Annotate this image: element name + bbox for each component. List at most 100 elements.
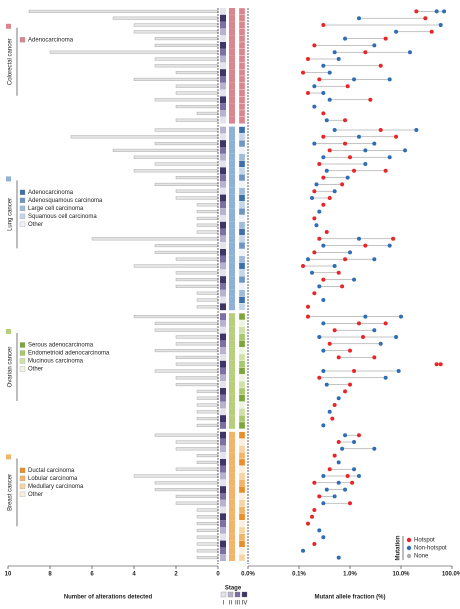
- alteration-bar: [196, 210, 219, 214]
- cancer-cell: [229, 452, 235, 459]
- subtype-cell: [238, 333, 246, 341]
- mutation-dot: [305, 57, 310, 61]
- alteration-bar: [133, 315, 219, 319]
- subtype-cell: [238, 248, 246, 256]
- subtype-cell: [238, 540, 246, 548]
- stage-cell: [220, 194, 226, 202]
- subtype-cell: [238, 452, 246, 460]
- subtype-cell: [238, 381, 246, 389]
- alteration-bar: [175, 118, 219, 122]
- stage-cell: [220, 160, 226, 168]
- mutation-dot: [332, 328, 337, 333]
- stage-cell: [220, 174, 226, 181]
- subtype-cell: [238, 126, 246, 134]
- alteration-bar: [196, 528, 219, 532]
- mutation-dot: [438, 23, 443, 27]
- stage-cell: [220, 14, 226, 22]
- alteration-bar: [133, 169, 219, 173]
- alteration-bar: [196, 403, 219, 407]
- subtype-cell: [238, 180, 246, 188]
- mutation-dot: [343, 141, 348, 146]
- cancer-cell: [229, 14, 235, 22]
- mutation-dot: [317, 375, 322, 380]
- subtype-cell: [238, 103, 246, 111]
- cancer-cell: [229, 459, 235, 466]
- alteration-bar: [154, 328, 219, 332]
- mutation-dot: [321, 175, 326, 180]
- subtype-cell: [238, 276, 246, 284]
- cancer-cell: [229, 533, 235, 541]
- subtype-swatch: [19, 491, 26, 498]
- mutation-dot: [399, 314, 403, 319]
- cancer-cell: [229, 499, 235, 507]
- cancer-cell: [229, 262, 235, 270]
- alteration-bar: [175, 501, 219, 505]
- mutation-dot: [383, 168, 388, 173]
- subtype-cell: [238, 374, 246, 382]
- stage-cell: [220, 276, 226, 283]
- alteration-bar: [175, 71, 219, 75]
- mutation-dot: [324, 168, 329, 173]
- stage-cell: [220, 506, 226, 514]
- alteration-bar: [175, 342, 219, 346]
- mutation-dot: [336, 460, 341, 465]
- subtype-cell: [238, 438, 246, 446]
- subtype-cell: [238, 479, 246, 487]
- mutation-dot: [361, 335, 366, 339]
- mutation-dot: [372, 355, 377, 360]
- stage-cell: [220, 354, 226, 361]
- cancer-cell: [229, 527, 235, 534]
- mutation-swatch: [406, 537, 412, 543]
- alteration-bar: [196, 417, 219, 421]
- mutation-dot: [372, 257, 377, 262]
- subtype-cell: [238, 526, 246, 534]
- alteration-bar: [28, 9, 219, 13]
- mutation-label: Hotspot: [414, 538, 435, 544]
- mutation-dot: [332, 189, 337, 194]
- alteration-bar: [175, 84, 219, 88]
- stage-cell: [220, 167, 226, 175]
- mutation-dot: [327, 196, 332, 200]
- subtype-cell: [238, 408, 246, 416]
- mutation-dot: [317, 209, 322, 214]
- stage-cell: [220, 465, 226, 473]
- stage-cell: [220, 479, 226, 487]
- stage-cell: [220, 554, 226, 561]
- mutation-dot: [321, 369, 326, 373]
- cancer-cell: [229, 486, 235, 493]
- subtype-label: Other: [28, 222, 43, 228]
- mutation-dot: [317, 77, 322, 82]
- mutation-dot: [321, 501, 326, 506]
- mutation-dot: [312, 84, 317, 89]
- cancer-cell: [229, 242, 235, 249]
- stage-cell: [220, 221, 226, 229]
- mutation-dot: [348, 501, 352, 506]
- subtype-cell: [238, 146, 246, 154]
- alteration-bar: [154, 142, 219, 146]
- alteration-bar: [196, 291, 219, 295]
- subtype-cell: [238, 235, 246, 243]
- stage-cell: [220, 422, 226, 429]
- alteration-bar: [175, 335, 219, 339]
- mutation-dot: [414, 128, 419, 132]
- subtype-cell: [238, 41, 246, 49]
- mutation-dot: [327, 341, 332, 346]
- mutation-dot: [340, 182, 345, 187]
- mutation-dot: [332, 128, 337, 132]
- mutation-dot: [343, 389, 348, 394]
- mutation-dot: [387, 77, 392, 82]
- cancer-cell: [229, 479, 235, 487]
- alteration-bar: [196, 223, 219, 227]
- subtype-cell: [238, 255, 246, 263]
- cancer-cell: [229, 167, 235, 175]
- subtype-label: Other: [28, 492, 43, 498]
- x-tick-label: 8: [48, 572, 52, 578]
- cancer-cell: [229, 153, 235, 161]
- alteration-bar: [175, 467, 219, 471]
- subtype-cell: [238, 133, 246, 141]
- stage-cell: [220, 445, 226, 453]
- mutation-dot: [336, 396, 341, 401]
- cancer-cell: [229, 255, 235, 263]
- subtype-label: Adenocarcinoma: [28, 190, 74, 196]
- stage-cell: [220, 255, 226, 263]
